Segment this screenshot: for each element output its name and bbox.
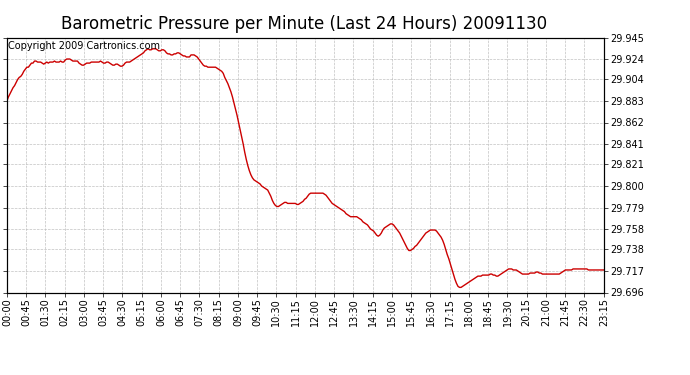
Text: Barometric Pressure per Minute (Last 24 Hours) 20091130: Barometric Pressure per Minute (Last 24 … <box>61 15 546 33</box>
Text: Copyright 2009 Cartronics.com: Copyright 2009 Cartronics.com <box>8 41 160 51</box>
